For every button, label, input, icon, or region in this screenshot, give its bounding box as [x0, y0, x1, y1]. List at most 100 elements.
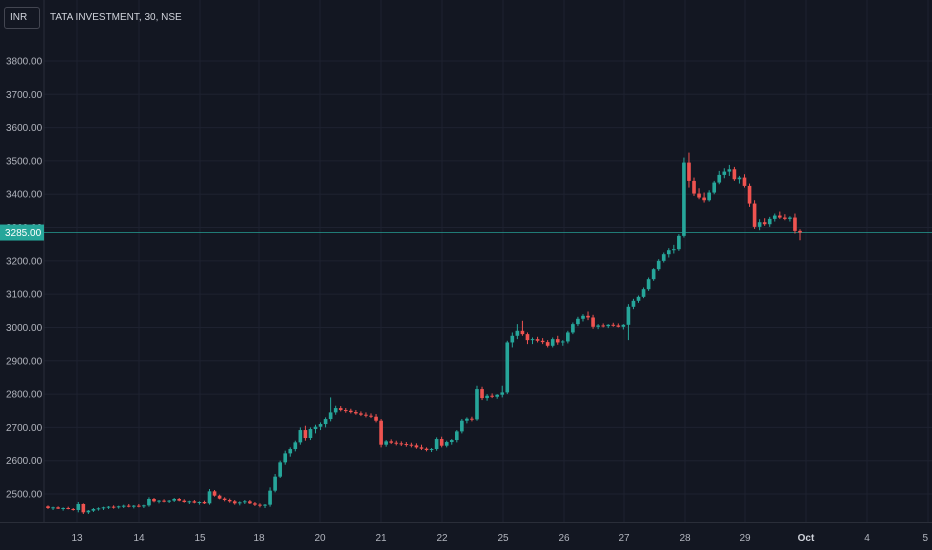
candle [641, 287, 646, 299]
candle [137, 503, 141, 508]
x-tick-label: 27 [618, 533, 630, 544]
candle [303, 425, 308, 441]
candle [596, 324, 600, 330]
candle [187, 500, 192, 504]
candle [379, 419, 383, 448]
candle [444, 440, 449, 448]
candle [253, 501, 257, 506]
candle [177, 497, 182, 502]
candle [414, 443, 419, 449]
candle [752, 200, 757, 229]
x-tick-label: 13 [71, 533, 83, 544]
candle [227, 498, 232, 503]
candle [278, 460, 282, 479]
candle [747, 183, 752, 207]
candle [258, 503, 262, 508]
candle [399, 441, 404, 447]
candle [248, 499, 252, 504]
candle [626, 304, 631, 341]
candle [283, 450, 288, 465]
candle [520, 320, 525, 336]
candle [465, 417, 469, 424]
candle [777, 211, 782, 219]
candle [576, 316, 580, 327]
candle [338, 406, 343, 412]
candle [772, 213, 777, 222]
time-axis[interactable]: 13 14 15 18 20 21 22 25 26 27 28 29 Oct 4 5 [71, 533, 928, 544]
candle [96, 507, 101, 511]
candle [434, 437, 439, 451]
candle [409, 442, 414, 448]
x-tick-label: Oct [798, 533, 815, 544]
candle [152, 497, 156, 503]
candle [61, 507, 65, 511]
y-tick-label: 3000.00 [6, 323, 43, 334]
grid-lines [0, 0, 932, 523]
candle [268, 487, 272, 507]
candle [500, 385, 505, 398]
candle [162, 499, 166, 503]
price-axis[interactable]: 2500.00 2600.00 2700.00 2800.00 2900.00 3000.… [6, 57, 43, 501]
candle [707, 190, 711, 202]
x-tick-label: 22 [436, 533, 448, 544]
candle [182, 499, 187, 503]
candle [470, 416, 474, 422]
candle [384, 440, 388, 447]
candle [631, 298, 636, 310]
candle [56, 506, 60, 509]
currency-selector[interactable]: INR [4, 7, 40, 29]
candle [293, 440, 298, 452]
candle [636, 295, 641, 303]
candle [66, 506, 71, 510]
candle [197, 501, 202, 505]
candle [656, 259, 661, 271]
candle [510, 332, 515, 348]
x-tick-label: 25 [497, 533, 509, 544]
y-tick-label: 3700.00 [6, 90, 43, 101]
candle [323, 417, 328, 428]
candle [298, 427, 303, 445]
candles-group [46, 152, 802, 514]
candle [106, 505, 111, 509]
candle [91, 507, 96, 512]
candle [515, 324, 520, 340]
candle [71, 507, 76, 511]
candle [560, 340, 565, 346]
x-tick-label: 29 [739, 533, 751, 544]
y-tick-label: 3500.00 [6, 156, 43, 167]
candle [116, 505, 121, 509]
x-tick-label: 26 [558, 533, 570, 544]
candle [687, 152, 691, 188]
current-price-tag: 3285.00 [0, 224, 44, 241]
candle [535, 336, 540, 343]
candle [732, 166, 737, 181]
candle [555, 335, 560, 345]
candle [157, 499, 161, 504]
candle [328, 397, 333, 422]
y-tick-label: 2700.00 [6, 423, 43, 434]
candle [702, 192, 706, 203]
candle [788, 216, 792, 222]
candle [571, 322, 575, 335]
candle [621, 324, 626, 330]
current-price-label: 3285.00 [5, 228, 42, 239]
candle [76, 501, 81, 513]
candle [354, 410, 358, 415]
candle [212, 490, 217, 497]
candle [712, 180, 717, 195]
y-tick-label: 3100.00 [6, 290, 43, 301]
candle [217, 494, 222, 500]
candle [439, 436, 444, 448]
candle [404, 442, 409, 447]
candle [192, 499, 197, 504]
candle [81, 503, 86, 514]
candle [374, 414, 378, 423]
candle [611, 322, 616, 327]
candle [727, 164, 732, 176]
candle [545, 340, 550, 348]
candle [762, 218, 767, 226]
candle [101, 506, 106, 510]
candle [46, 505, 50, 509]
candle [308, 427, 313, 441]
